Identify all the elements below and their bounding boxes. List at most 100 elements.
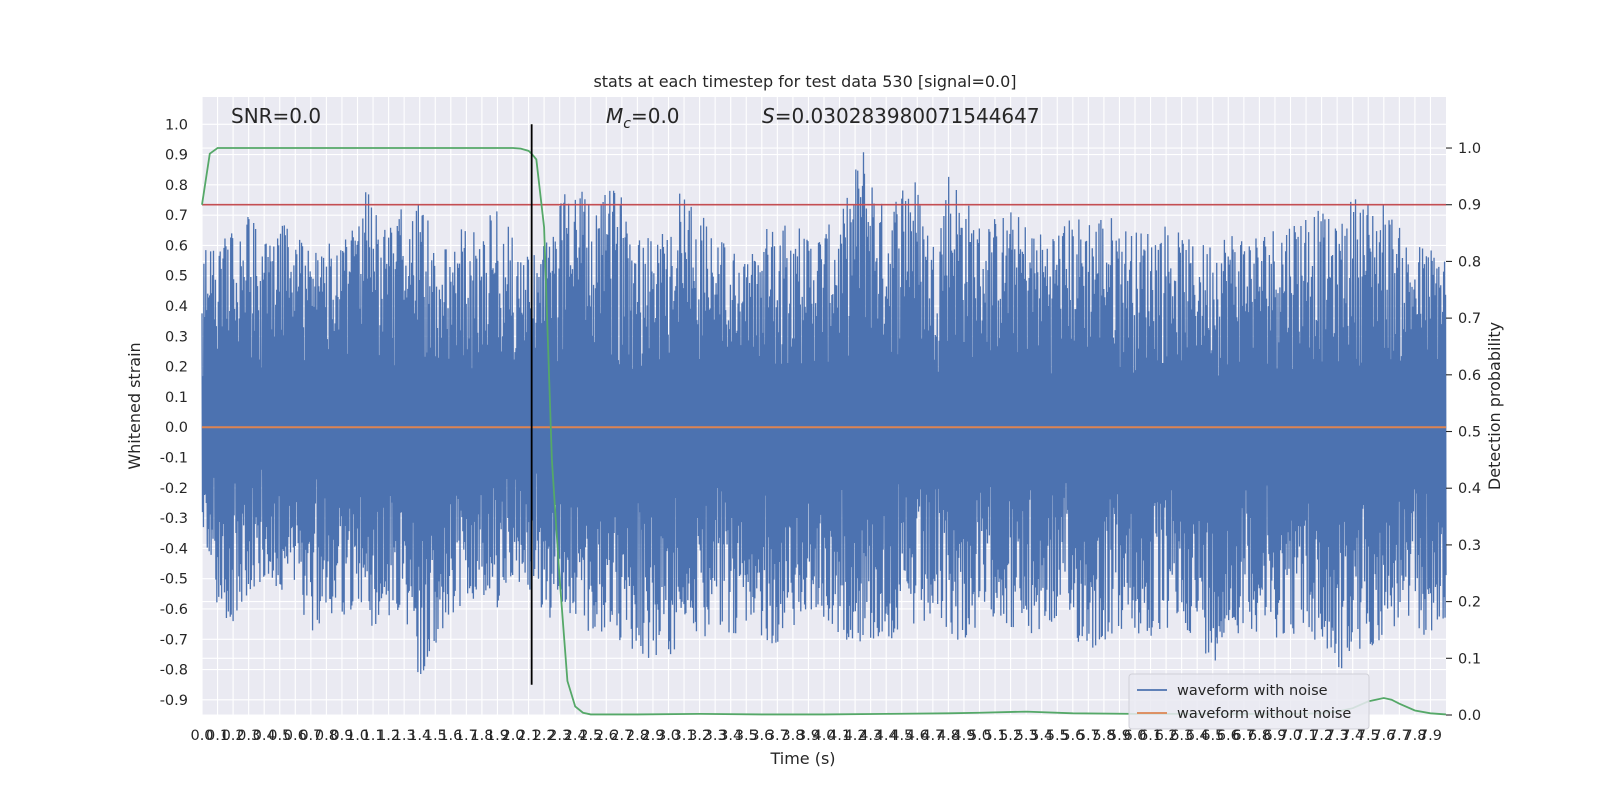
- x-tick-label: 7.6: [1372, 728, 1395, 744]
- x-tick-label: 4.9: [952, 728, 975, 744]
- x-tick-label: 2.6: [595, 728, 618, 744]
- x-tick-label: 3.2: [688, 728, 711, 744]
- x-tick-label: 5.7: [1077, 728, 1100, 744]
- x-tick-label: 4.4: [875, 728, 898, 744]
- x-tick-label: 6.6: [1217, 728, 1240, 744]
- legend-label: waveform with noise: [1177, 683, 1328, 699]
- x-tick-label: 7.1: [1295, 728, 1318, 744]
- x-tick-label: 3.4: [719, 728, 742, 744]
- y-tick-label-right: 0.4: [1458, 481, 1481, 497]
- y-axis-label-left: Whitened strain: [125, 342, 144, 469]
- y-tick-label-left: 0.0: [165, 420, 188, 436]
- y-tick-label-left: 0.4: [165, 299, 188, 315]
- y-tick-label-left: 0.8: [165, 178, 188, 194]
- x-tick-label: 5.3: [1015, 728, 1038, 744]
- x-tick-label: 4.7: [921, 728, 944, 744]
- x-tick-label: 0.4: [253, 728, 276, 744]
- y-tick-label-left: -0.2: [160, 481, 188, 497]
- y-tick-label-left: -0.4: [160, 541, 188, 557]
- x-tick-label: 0.0: [190, 728, 213, 744]
- x-tick-label: 4.8: [937, 728, 960, 744]
- x-tick-label: 0.5: [268, 728, 291, 744]
- x-tick-label: 6.5: [1201, 728, 1224, 744]
- legend-label: waveform without noise: [1177, 706, 1351, 722]
- x-tick-label: 6.9: [1263, 728, 1286, 744]
- waveform-with-noise-line: [201, 152, 1447, 674]
- x-tick-label: 1.9: [486, 728, 509, 744]
- x-tick-label: 6.1: [1139, 728, 1162, 744]
- y-tick-label-right: 0.3: [1458, 538, 1481, 554]
- x-tick-label: 1.2: [377, 728, 400, 744]
- x-tick-label: 4.3: [859, 728, 882, 744]
- x-tick-label: 3.5: [735, 728, 758, 744]
- y-tick-label-left: 0.5: [165, 269, 188, 285]
- x-tick-label: 3.3: [704, 728, 727, 744]
- s-statistic-symbol: S: [762, 104, 775, 128]
- s-statistic-annotation: S=0.030283980071544647: [762, 104, 1040, 128]
- y-tick-label-left: -0.9: [160, 693, 188, 709]
- x-tick-label: 6.3: [1170, 728, 1193, 744]
- x-tick-label: 1.1: [362, 728, 385, 744]
- snr-annotation: SNR=0.0: [231, 104, 321, 128]
- y-tick-label-left: 0.7: [165, 208, 188, 224]
- y-tick-label-right: 0.2: [1458, 595, 1481, 611]
- y-tick-label-left: -0.8: [160, 663, 188, 679]
- chart-title: stats at each timestep for test data 530…: [593, 72, 1016, 91]
- y-tick-label-right: 0.8: [1458, 254, 1481, 270]
- x-tick-label: 3.8: [781, 728, 804, 744]
- x-tick-label: 6.4: [1186, 728, 1209, 744]
- x-tick-label: 4.1: [828, 728, 851, 744]
- x-tick-label: 5.4: [1030, 728, 1053, 744]
- x-tick-label: 2.1: [517, 728, 540, 744]
- x-tick-label: 2.5: [579, 728, 602, 744]
- chirp-mass-value: =0.0: [631, 104, 680, 128]
- x-tick-label: 6.0: [1123, 728, 1146, 744]
- x-tick-label: 4.0: [812, 728, 835, 744]
- x-tick-label: 0.3: [237, 728, 260, 744]
- x-tick-label: 0.1: [206, 728, 229, 744]
- x-tick-label: 0.2: [222, 728, 245, 744]
- x-tick-label: 2.9: [641, 728, 664, 744]
- y-tick-label-left: -0.1: [160, 451, 188, 467]
- x-tick-label: 3.6: [750, 728, 773, 744]
- y-tick-label-left: -0.5: [160, 572, 188, 588]
- x-tick-label: 7.9: [1419, 728, 1442, 744]
- x-tick-label: 2.4: [564, 728, 587, 744]
- x-tick-label: 5.6: [1061, 728, 1084, 744]
- x-tick-label: 2.7: [610, 728, 633, 744]
- x-tick-label: 0.6: [284, 728, 307, 744]
- chirp-mass-symbol: M: [606, 104, 623, 128]
- x-tick-label: 4.5: [890, 728, 913, 744]
- legend-box: [1128, 673, 1370, 730]
- y-tick-label-left: -0.3: [160, 511, 188, 527]
- y-tick-label-right: 0.1: [1458, 651, 1481, 667]
- x-tick-label: 1.6: [439, 728, 462, 744]
- x-tick-label: 5.5: [1046, 728, 1069, 744]
- y-axis-label-right: Detection probability: [1485, 322, 1504, 490]
- x-tick-label: 5.0: [968, 728, 991, 744]
- x-tick-label: 4.2: [844, 728, 867, 744]
- y-tick-label-right: 0.6: [1458, 368, 1481, 384]
- y-tick-label-left: -0.6: [160, 602, 188, 618]
- y-tick-label-right: 0.5: [1458, 425, 1481, 441]
- legend: waveform with noise waveform without nois…: [1128, 673, 1370, 730]
- y-tick-label-right: 0.9: [1458, 198, 1481, 214]
- x-tick-label: 0.8: [315, 728, 338, 744]
- s-statistic-value: =0.030283980071544647: [775, 104, 1040, 128]
- x-tick-label: 6.8: [1248, 728, 1271, 744]
- x-tick-label: 7.4: [1341, 728, 1364, 744]
- y-tick-label-left: -0.7: [160, 632, 188, 648]
- x-tick-label: 2.0: [501, 728, 524, 744]
- x-tick-label: 1.8: [470, 728, 493, 744]
- x-tick-label: 2.8: [626, 728, 649, 744]
- y-tick-label-left: 0.2: [165, 360, 188, 376]
- waveform-with-noise-series: [201, 152, 1447, 674]
- x-tick-label: 1.7: [455, 728, 478, 744]
- chirp-mass-annotation: Mc=0.0: [606, 104, 680, 132]
- x-tick-label: 3.0: [657, 728, 680, 744]
- x-tick-label: 2.3: [548, 728, 571, 744]
- series-lines: [201, 124, 1447, 716]
- x-tick-label: 3.7: [766, 728, 789, 744]
- x-tick-label: 0.7: [299, 728, 322, 744]
